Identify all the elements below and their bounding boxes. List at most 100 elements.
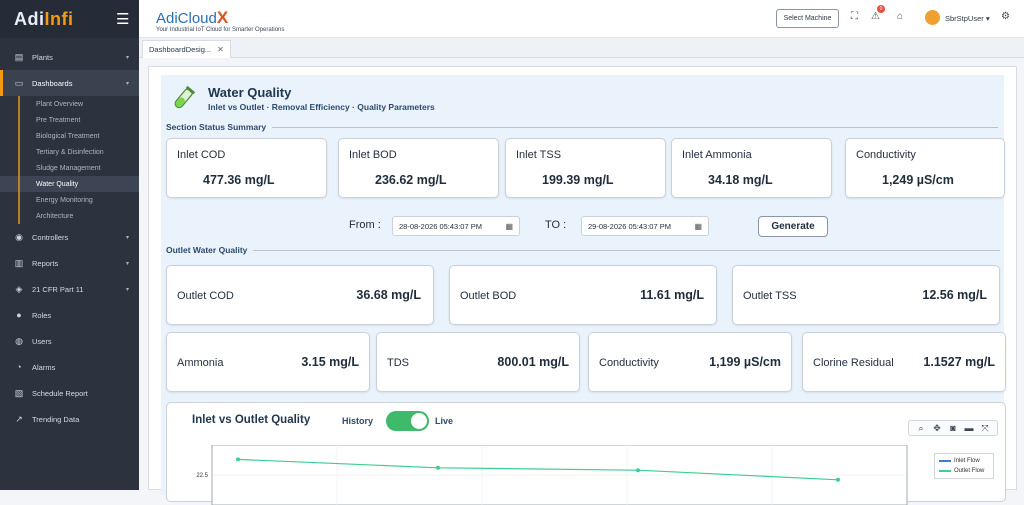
chart-title: Inlet vs Outlet Quality [192,414,311,426]
inlet-card-1[interactable]: Inlet COD 477.36 mg/L [166,138,327,198]
test-tube-icon [174,86,195,109]
outlet-row2-card-1[interactable]: Ammonia 3.15 mg/L [166,332,370,392]
schedule-icon: ▧ [14,388,24,398]
from-date-input[interactable]: 28-08-2026 05:43:07 PM ▦ [392,216,520,236]
inlet-card-2[interactable]: Inlet BOD 236.62 mg/L [338,138,499,198]
submenu-item-pre-treatment[interactable]: Pre Treatment [0,112,139,128]
avatar[interactable] [925,10,940,25]
sidebar-item-users[interactable]: ◍ Users [0,328,139,354]
sidebar-item-label: Roles [32,310,52,320]
sidebar-item-label: Schedule Report [32,388,88,398]
pan-icon[interactable]: ✥ [933,422,941,433]
sidebar-item-label: Plants [32,52,53,62]
user-menu[interactable]: SbrStpUser ▾ [945,14,990,23]
hamburger-menu-icon[interactable]: ☰ [116,11,130,28]
generate-button[interactable]: Generate [758,216,828,237]
sidebar-item-label: Controllers [32,232,69,242]
to-date-input[interactable]: 29-08-2026 05:43:07 PM ▦ [581,216,709,236]
outlet-row2-card-3[interactable]: Conductivity 1,199 µS/cm [588,332,792,392]
alarm-icon: ◔ [16,362,22,372]
from-label: From : [349,219,381,231]
sidebar-item-reports[interactable]: ▥ Reports ▾ [0,250,139,276]
sidebar-nav: ▤ Plants ▾ ▭ Dashboards ▾ Plant Overview Pre Tr… [0,38,139,432]
autoscale-icon[interactable]: ▬ [964,423,974,433]
outlet-row2-card-2[interactable]: TDS 800.01 mg/L [376,332,580,392]
card-label: Clorine Residual [813,357,894,369]
history-label: History [342,416,374,426]
chart-modebar: ⌕ ✥ ◙ ▬ ⤧ [908,420,998,436]
card-value: 1,249 µS/cm [882,173,954,187]
reset-axes-icon[interactable]: ⤧ [981,422,989,433]
device-icon[interactable]: ⌂ [897,11,904,22]
data-point[interactable] [236,457,240,462]
card-label: Inlet COD [177,149,226,161]
card-value: 3.15 mg/L [301,355,359,369]
sidebar-item-plants[interactable]: ▤ Plants ▾ [0,44,139,70]
settings-gear-icon[interactable]: ⚙ [1001,11,1010,22]
inlet-card-4[interactable]: Inlet Ammonia 34.18 mg/L [671,138,832,198]
tab-dashboard-designer[interactable]: DashboardDesig... ✕ [142,40,231,58]
submenu-item-biological-treatment[interactable]: Biological Treatment [0,128,139,144]
section-divider [166,250,1000,251]
tab-strip: DashboardDesig... ✕ [139,38,1024,58]
legend-label: Outlet Flow [954,468,985,474]
inlet-card-5[interactable]: Conductivity 1,249 µS/cm [845,138,1005,198]
card-value: 36.68 mg/L [356,288,421,302]
chevron-down-icon: ▾ [125,286,129,293]
legend-item[interactable]: Inlet Flow [939,458,980,464]
outlet-card-1[interactable]: Outlet COD 36.68 mg/L [166,265,434,325]
main-panel: Water Quality Inlet vs Outlet · Removal … [148,66,1017,505]
chevron-down-icon: ▾ [125,54,129,61]
data-point[interactable] [636,468,640,473]
sidebar-item-21-cfr-part-11[interactable]: ◈ 21 CFR Part 11 ▾ [0,276,139,302]
app-title: AdiCloudX [156,8,229,27]
outlet-row2-card-4[interactable]: Clorine Residual 1.1527 mg/L [802,332,1006,392]
card-value: 236.62 mg/L [375,173,447,187]
sidebar-item-schedule-report[interactable]: ▧ Schedule Report [0,380,139,406]
close-icon[interactable]: ✕ [217,45,224,54]
section-status-heading: Section Status Summary [166,122,273,132]
legend-swatch [939,460,951,462]
camera-icon[interactable]: ◙ [950,423,956,433]
sidebar-item-alarms[interactable]: ◔ Alarms [0,354,139,380]
zoom-icon[interactable]: ⌕ [918,422,924,433]
sidebar-item-trending-data[interactable]: ↗ Trending Data [0,406,139,432]
cfr-icon: ◈ [15,284,23,294]
sidebar-item-label: 21 CFR Part 11 [32,284,84,294]
card-value: 34.18 mg/L [708,173,773,187]
page-title: Water Quality [208,85,292,100]
outlet-card-2[interactable]: Outlet BOD 11.61 mg/L [449,265,717,325]
fullscreen-icon[interactable]: ⛶ [851,11,858,22]
sidebar-item-roles[interactable]: ● Roles [0,302,139,328]
chart-card: Inlet vs Outlet Quality History Live ⌕ ✥… [166,402,1006,505]
card-label: Conductivity [856,149,916,161]
submenu-item-architecture[interactable]: Architecture [0,208,139,224]
outlet-card-3[interactable]: Outlet TSS 12.56 mg/L [732,265,1000,325]
sidebar-item-controllers[interactable]: ◉ Controllers ▾ [0,224,139,250]
submenu-item-plant-overview[interactable]: Plant Overview [0,96,139,112]
calendar-icon[interactable]: ▦ [694,222,702,231]
chart-legend: Inlet Flow Outlet Flow [934,453,994,479]
submenu-item-water-quality[interactable]: Water Quality [0,176,139,192]
data-point[interactable] [836,477,840,482]
submenu-item-tertiary-disinfection[interactable]: Tertiary & Disinfection [0,144,139,160]
live-label: Live [435,416,454,426]
calendar-icon[interactable]: ▦ [505,222,513,231]
submenu-item-energy-monitoring[interactable]: Energy Monitoring [0,192,139,208]
history-live-toggle[interactable] [386,411,429,431]
select-machine-button[interactable]: Select Machine [776,9,839,28]
alert-icon[interactable]: ⚠ [871,11,880,22]
card-value: 11.61 mg/L [640,288,704,302]
brand-logo[interactable]: AdiInfi [0,0,139,38]
legend-item[interactable]: Outlet Flow [939,468,984,474]
data-point[interactable] [436,465,440,470]
sidebar-item-dashboards[interactable]: ▭ Dashboards ▾ [0,70,139,96]
submenu-item-sludge-management[interactable]: Sludge Management [0,160,139,176]
app-tagline: Your Industrial IoT Cloud for Smarter Op… [156,27,285,33]
chevron-down-icon: ▾ [125,80,129,87]
inlet-card-3[interactable]: Inlet TSS 199.39 mg/L [505,138,666,198]
tab-label: DashboardDesig... [149,45,212,54]
line-chart: 22.5 [196,445,908,505]
card-value: 199.39 mg/L [542,173,614,187]
card-label: Conductivity [599,357,659,369]
